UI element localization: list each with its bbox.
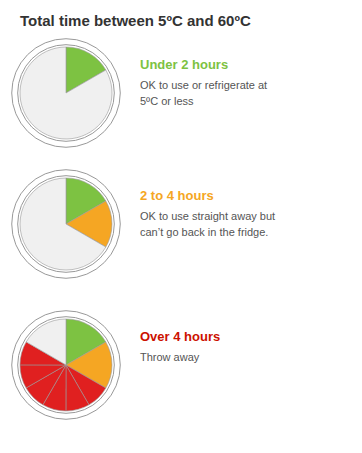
ring: [18, 176, 115, 273]
pie: [12, 311, 121, 420]
pie-slice: [20, 47, 112, 139]
pie: [12, 39, 121, 148]
ring: [18, 317, 115, 414]
heading: Over 4 hours: [140, 329, 220, 344]
pie-slice: [20, 365, 66, 388]
ring: [12, 39, 121, 148]
heading: Under 2 hours: [140, 57, 228, 72]
pie-slice: [20, 178, 106, 270]
ring: [18, 45, 115, 142]
body-text: OK to use or refrigerate at 5ºC or less: [140, 79, 267, 107]
body-text: OK to use straight away but can’t go back…: [140, 210, 275, 238]
body-line: Throw away: [140, 351, 200, 363]
heading: 2 to 4 hours: [140, 188, 214, 203]
body-line: can’t go back in the fridge.: [140, 226, 268, 238]
body-line: OK to use straight away but: [140, 210, 275, 222]
body-line: OK to use or refrigerate at: [140, 79, 267, 91]
ring: [12, 170, 121, 279]
title: Total time between 5ºC and 60ºC: [20, 12, 251, 29]
ring: [12, 311, 121, 420]
body-line: 5ºC or less: [140, 95, 194, 107]
pie: [12, 170, 121, 279]
chart: Total time between 5ºC and 60ºC Under 2 h…: [0, 0, 362, 453]
pie-slice: [66, 365, 89, 411]
body-text: Throw away: [140, 351, 200, 363]
pie-slice: [26, 319, 66, 365]
